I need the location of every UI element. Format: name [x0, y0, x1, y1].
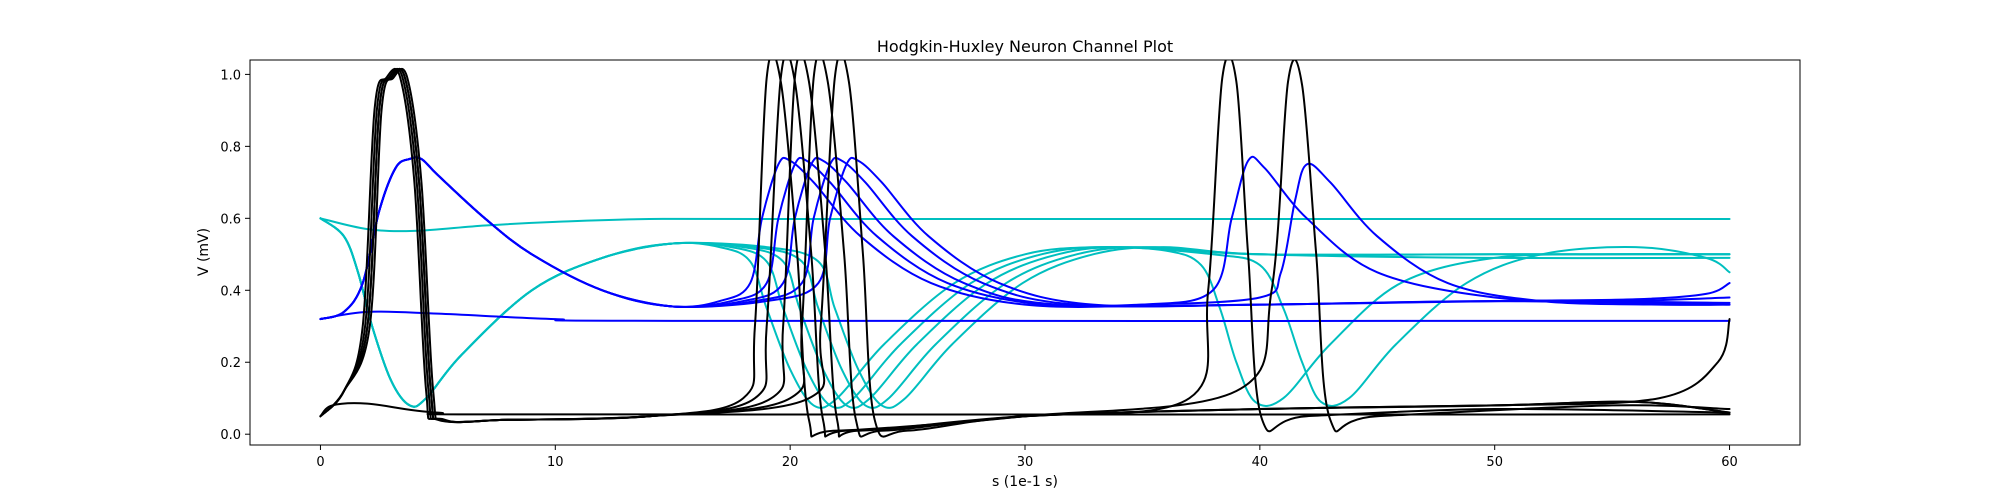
x-axis: 0 10 20 30 40 50 60	[316, 445, 1738, 470]
y-tick-label: 0.8	[220, 140, 241, 155]
series-line-v	[319, 60, 1731, 438]
y-axis: 0.0 0.2 0.4 0.6 0.8 1.0	[220, 68, 250, 443]
series-line-v	[319, 402, 1731, 418]
series-line-n	[319, 310, 1731, 322]
series-layer	[319, 60, 1731, 438]
x-tick-label: 30	[1017, 455, 1034, 470]
x-tick-label: 60	[1721, 455, 1738, 470]
y-axis-label: V (mV)	[196, 228, 212, 276]
x-tick-label: 10	[547, 455, 564, 470]
y-tick-label: 0.4	[220, 284, 241, 299]
x-tick-label: 0	[316, 455, 324, 470]
x-tick-label: 20	[782, 455, 799, 470]
chart-title: Hodgkin-Huxley Neuron Channel Plot	[877, 37, 1173, 56]
y-tick-label: 0.2	[220, 356, 241, 371]
y-tick-label: 0.6	[220, 212, 241, 227]
y-tick-label: 0.0	[220, 428, 241, 443]
series-line-v	[319, 60, 1731, 438]
x-tick-label: 50	[1486, 455, 1503, 470]
x-tick-label: 40	[1252, 455, 1269, 470]
series-line-h	[319, 217, 1731, 233]
x-axis-label: s (1e-1 s)	[992, 474, 1058, 490]
y-tick-label: 1.0	[220, 68, 241, 83]
